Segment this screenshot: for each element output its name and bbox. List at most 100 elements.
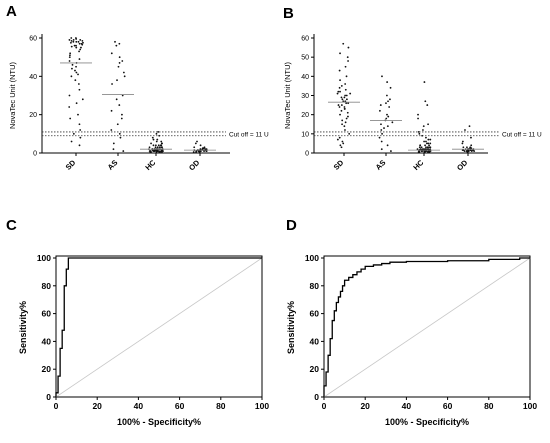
data-point-sd [339,90,341,93]
chart-a: 0 20 40 60 NovaTec Unit (NTU) Cut off = 11 U S… [8,34,269,172]
data-point-sd [344,100,347,103]
data-point-hc [161,146,164,149]
data-point-sd [341,119,344,122]
data-point-sd [340,104,343,106]
reference-line [323,257,531,398]
data-point-hc [422,129,424,131]
data-point-sd [338,69,341,72]
data-point-as [110,129,113,131]
y-tick-label: 60 [29,36,37,43]
x-tick-label-od: OD [455,158,470,173]
data-point-as [123,75,126,78]
data-point-as [380,123,382,126]
data-point-sd [79,129,82,131]
data-point-sd [344,94,347,97]
data-point-sd [343,125,346,128]
y-tick-label: 80 [310,281,320,291]
data-point-sd [345,102,348,105]
data-point-od [469,149,472,152]
data-point-sd [82,41,84,44]
y-tick-label: 0 [33,151,37,158]
roc-curve [323,257,530,397]
y-tick-label: 80 [42,281,52,291]
data-point-sd [339,52,341,55]
data-point-sd [340,96,343,99]
data-point-sd [345,98,348,101]
data-point-hc [421,150,424,152]
data-point-sd [349,92,352,95]
data-point-sd [344,88,347,91]
data-point-sd [347,115,349,118]
data-point-as [115,98,118,101]
data-point-sd [346,56,349,59]
cutoff-label: Cut off = 11 U [502,131,542,138]
data-point-hc [418,132,421,135]
y-tick-label: 10 [301,131,309,138]
data-point-hc [425,150,428,152]
data-point-sd [344,129,346,131]
x-tick-label: 0 [322,401,327,411]
data-point-hc [158,146,161,149]
data-point-sd [79,48,82,51]
data-point-as [380,129,383,131]
data-point-sd [337,90,340,93]
x-tick-label: 20 [360,401,370,411]
data-point-hc [155,140,158,143]
y-tick-label: 100 [37,253,51,263]
chart-b: 0 10 20 30 40 50 60 NovaTec Unit (NTU) Cut off =… [283,34,542,172]
data-point-od [205,150,208,152]
data-point-hc [424,100,427,103]
data-point-hc [160,142,163,145]
plot-frame [323,255,531,398]
data-point-hc [429,142,432,145]
data-point-hc [155,132,158,135]
data-point-as [110,52,113,55]
data-point-as [380,148,383,151]
x-axis-label: 100% - Specificity% [385,417,469,427]
data-point-hc [425,142,428,145]
data-point-hc [427,146,430,149]
data-point-od [203,150,205,152]
data-point-sd [68,106,71,108]
data-point-sd [75,71,78,74]
data-point-sd [345,117,348,120]
x-tick-label-as: AS [374,158,388,172]
data-point-sd [81,43,84,46]
data-point-as [385,117,388,120]
x-tick-label-hc: HC [143,158,157,172]
data-point-hc [156,138,159,141]
y-tick-label: 60 [310,309,320,319]
data-point-hc [149,151,152,153]
data-point-as [110,109,113,112]
data-point-od [462,140,464,143]
data-point-sd [70,41,72,44]
data-point-hc [157,144,160,147]
data-point-as [379,109,381,112]
data-point-od [473,150,476,152]
data-point-sd [68,39,71,41]
data-point-sd [74,69,76,72]
data-point-as [386,125,389,128]
data-point-sd [339,144,342,147]
data-point-hc [428,144,430,147]
data-point-as [112,142,115,145]
data-point-as [387,115,390,118]
reference-line [55,257,263,398]
data-point-sd [75,44,77,47]
data-point-od [470,150,473,152]
data-point-hc [423,140,425,143]
data-point-hc [422,125,425,128]
y-tick-label: 20 [29,112,37,119]
data-point-as [386,144,389,147]
data-point-as [118,132,121,135]
data-point-od [198,151,201,153]
data-point-sd [342,142,345,145]
data-point-sd [342,42,345,45]
cutoff-label: Cut off = 11 U [229,131,269,138]
data-point-as [378,136,381,139]
data-point-hc [159,144,162,147]
data-point-sd [75,40,78,43]
y-axis-label: Sensitivity% [286,301,296,354]
data-point-as [388,106,391,108]
